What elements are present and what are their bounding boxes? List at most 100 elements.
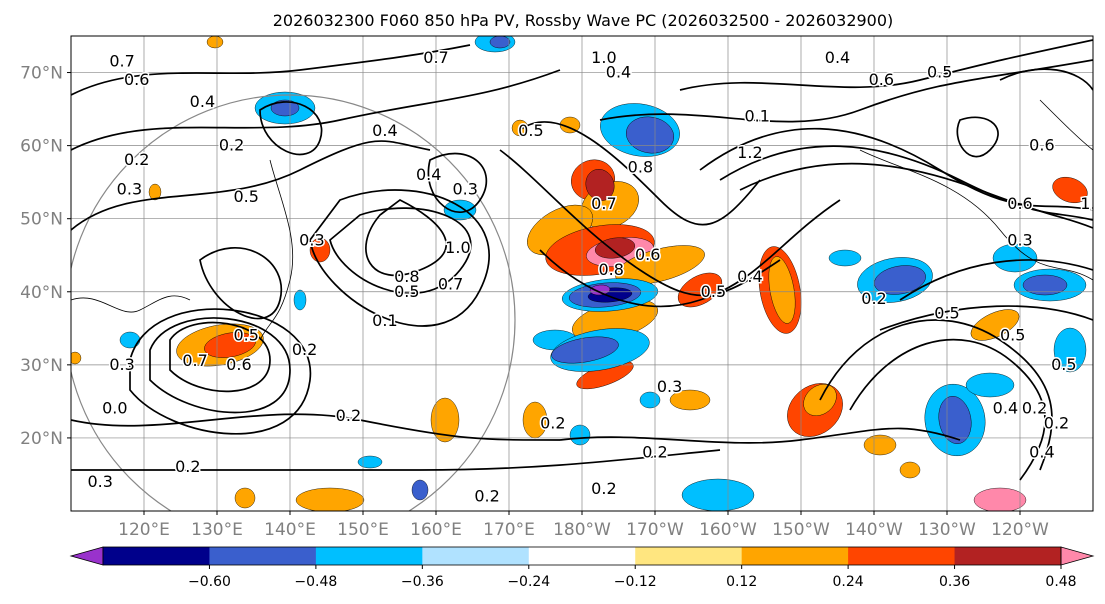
contour-label: 0.2: [124, 150, 149, 169]
radius-circle: [71, 94, 516, 511]
contour-label: 0.0: [102, 399, 127, 418]
contour-label: 0.7: [591, 194, 616, 213]
colorbar-tick-label: −0.60: [188, 574, 231, 590]
contour-label: 0.3: [1007, 231, 1032, 250]
pv-contour: [71, 44, 471, 96]
pv-contour: [539, 199, 841, 308]
contour-label: 0.7: [438, 274, 463, 293]
contour-label: 0.4: [825, 48, 850, 67]
anomaly-patch: [973, 487, 1027, 511]
contour-label: 1.0: [445, 238, 470, 257]
anomaly-patch: [430, 397, 460, 443]
contour-label: 0.6: [869, 70, 894, 89]
pv-contour: [149, 317, 291, 414]
coastline: [859, 149, 1093, 281]
contour-label: 0.3: [657, 377, 682, 396]
pv-contour: [699, 127, 1093, 211]
contour-label: 0.4: [606, 63, 631, 82]
anomaly-patch: [206, 36, 224, 49]
contour-label: 0.2: [642, 443, 667, 462]
map-gridlines: [71, 36, 1093, 511]
contour-label: 0.2: [591, 479, 616, 498]
anomaly-patch: [1052, 176, 1088, 204]
colorbar-bin: [209, 547, 317, 565]
anomaly-patch: [411, 479, 429, 501]
contour-label: 1.2: [737, 143, 762, 162]
contour-label: 0.1: [744, 106, 769, 125]
y-tick-label: 30°N: [20, 356, 63, 376]
x-tick-label: 140°W: [845, 520, 903, 540]
anomaly-patch: [992, 243, 1038, 273]
contour-label: 0.6: [226, 355, 251, 374]
anomaly-patch: [569, 424, 591, 446]
contour-label: 0.3: [87, 472, 112, 491]
colorbar-tick-label: 0.48: [1045, 574, 1076, 590]
contour-label: 0.5: [233, 187, 258, 206]
contour-label: 0.7: [182, 351, 207, 370]
colorbar-tick-label: 0.12: [726, 574, 757, 590]
anomaly-patch: [357, 455, 383, 469]
y-tick-label: 70°N: [20, 64, 63, 84]
colorbar-tick-label: −0.48: [294, 574, 337, 590]
colorbar-bin: [103, 547, 210, 565]
anomaly-patch: [681, 478, 755, 511]
anomaly-patch: [489, 36, 511, 49]
anomaly-patch: [589, 284, 611, 296]
pv-contour: [71, 449, 721, 471]
contour-label: 0.4: [993, 399, 1018, 418]
contour-label: 0.2: [292, 340, 317, 359]
contour-label: 1.0: [1080, 194, 1105, 213]
anomaly-patch: [1053, 327, 1087, 373]
anomaly-patch: [551, 336, 619, 364]
colorbar-bin: [528, 547, 636, 565]
anomaly-patch: [234, 487, 256, 509]
contour-label: 0.2: [219, 136, 244, 155]
contour-label: 0.2: [540, 413, 565, 432]
colorbar-bin: [422, 547, 530, 565]
contour-label: 0.4: [372, 121, 397, 140]
coastline: [71, 295, 191, 313]
contour-label: 0.4: [737, 267, 762, 286]
coastline: [259, 159, 294, 341]
anomaly-patch: [293, 289, 307, 311]
contour-label: 0.4: [190, 92, 215, 111]
colorbar-tick-label: −0.36: [401, 574, 444, 590]
pv-contour: [599, 59, 1093, 123]
longitude-ticks: 120°E 130°E 140°E 150°E 160°E 170°E 180°W 170°W…: [118, 511, 1049, 540]
colorbar-tick-label: 0.24: [833, 574, 864, 590]
contour-label: 0.6: [124, 70, 149, 89]
pv-contour: [259, 101, 323, 156]
pv-contour: [999, 68, 1093, 91]
contour-label: 0.2: [1022, 399, 1047, 418]
contour-label: 0.5: [1000, 326, 1025, 345]
anomaly-patch: [677, 272, 723, 308]
contour-label: 0.2: [1044, 413, 1069, 432]
pv-contour: [849, 338, 1046, 481]
pv-contour: [739, 162, 1093, 229]
contour-label: 0.3: [109, 355, 134, 374]
contour-label: 0.2: [336, 406, 361, 425]
pv-contour: [71, 413, 561, 441]
colorbar-bin: [635, 547, 743, 565]
x-tick-label: 130°W: [918, 520, 976, 540]
pv-contour: [879, 305, 1093, 331]
colorbar: −0.60 −0.48 −0.36 −0.24 −0.12 0.12 0.24 0.36 0.4…: [69, 546, 1095, 590]
anomaly-patch: [863, 434, 897, 456]
contour-label: 0.5: [934, 304, 959, 323]
contour-label: 0.5: [233, 326, 258, 345]
anomaly-patch: [585, 169, 615, 201]
x-tick-label: 150°E: [337, 520, 389, 540]
x-tick-label: 120°W: [991, 520, 1049, 540]
contour-label: 1.0: [591, 48, 616, 67]
contour-label: 0.7: [109, 52, 134, 71]
contour-label: 0.8: [598, 260, 623, 279]
anomaly-patch: [615, 245, 705, 285]
contour-label: 0.5: [927, 63, 952, 82]
pv-contour: [956, 116, 999, 158]
x-tick-label: 120°E: [118, 520, 170, 540]
anomaly-patch: [71, 351, 82, 365]
y-tick-label: 50°N: [20, 210, 63, 230]
contour-label: 0.6: [635, 245, 660, 264]
colorbar-tick-label: −0.24: [507, 574, 550, 590]
anomaly-patch: [594, 237, 636, 259]
